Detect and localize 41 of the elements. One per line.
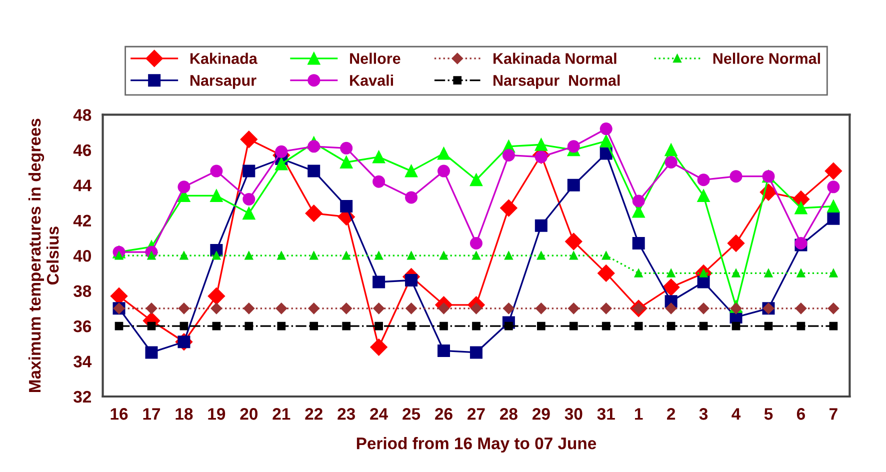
y-tick-label: 38	[74, 285, 92, 298]
x-tick-label: 5	[764, 408, 773, 420]
x-tick-label: 16	[110, 408, 128, 420]
legend-label: Kakinada Normal	[494, 52, 616, 64]
x-tick-label: 28	[500, 408, 518, 420]
x-tick-label: 4	[732, 408, 741, 420]
x-tick-label: 26	[435, 408, 452, 420]
x-tick-label: 21	[272, 408, 290, 420]
y-tick-label: 46	[73, 144, 92, 156]
x-tick-label: 25	[402, 408, 420, 420]
x-tick-label: 3	[699, 408, 708, 420]
x-tick-label: 2	[667, 408, 676, 420]
x-tick-label: 31	[597, 408, 615, 420]
legend-label: Nellore Normal	[713, 52, 820, 64]
legend-label: Narsapur	[190, 75, 256, 89]
y-tick-label: 48	[73, 109, 92, 121]
y-tick-label: 42	[73, 214, 91, 226]
x-axis-title: Period from 16 May to 07 June	[356, 437, 596, 453]
legend-label: Nellore	[350, 52, 400, 64]
x-tick-label: 20	[240, 408, 258, 420]
y-tick-label: 32	[74, 390, 91, 403]
x-tick-label: 19	[208, 408, 226, 420]
x-tick-label: 30	[564, 408, 582, 420]
x-tick-label: 7	[830, 408, 838, 420]
legend-label: Kakinada	[190, 52, 258, 64]
x-tick-label: 17	[143, 408, 160, 420]
x-tick-label: 29	[532, 408, 550, 420]
legend-label: Kavali	[350, 74, 393, 86]
x-tick-label: 6	[796, 408, 805, 420]
y-tick-label: 40	[73, 250, 91, 262]
x-tick-label: 24	[370, 408, 388, 420]
y-axis-title: Maximum temperatures in degrees Celsius	[28, 118, 59, 392]
x-tick-label: 18	[176, 408, 193, 420]
y-tick-label: 44	[73, 180, 92, 192]
x-tick-label: 1	[635, 408, 643, 420]
y-tick-label: 34	[74, 356, 92, 368]
y-tick-label: 36	[74, 320, 92, 332]
x-tick-label: 22	[305, 408, 322, 420]
x-tick-label: 27	[468, 408, 485, 420]
legend-label: Narsapur Normal	[494, 74, 620, 89]
x-tick-label: 23	[338, 408, 355, 420]
